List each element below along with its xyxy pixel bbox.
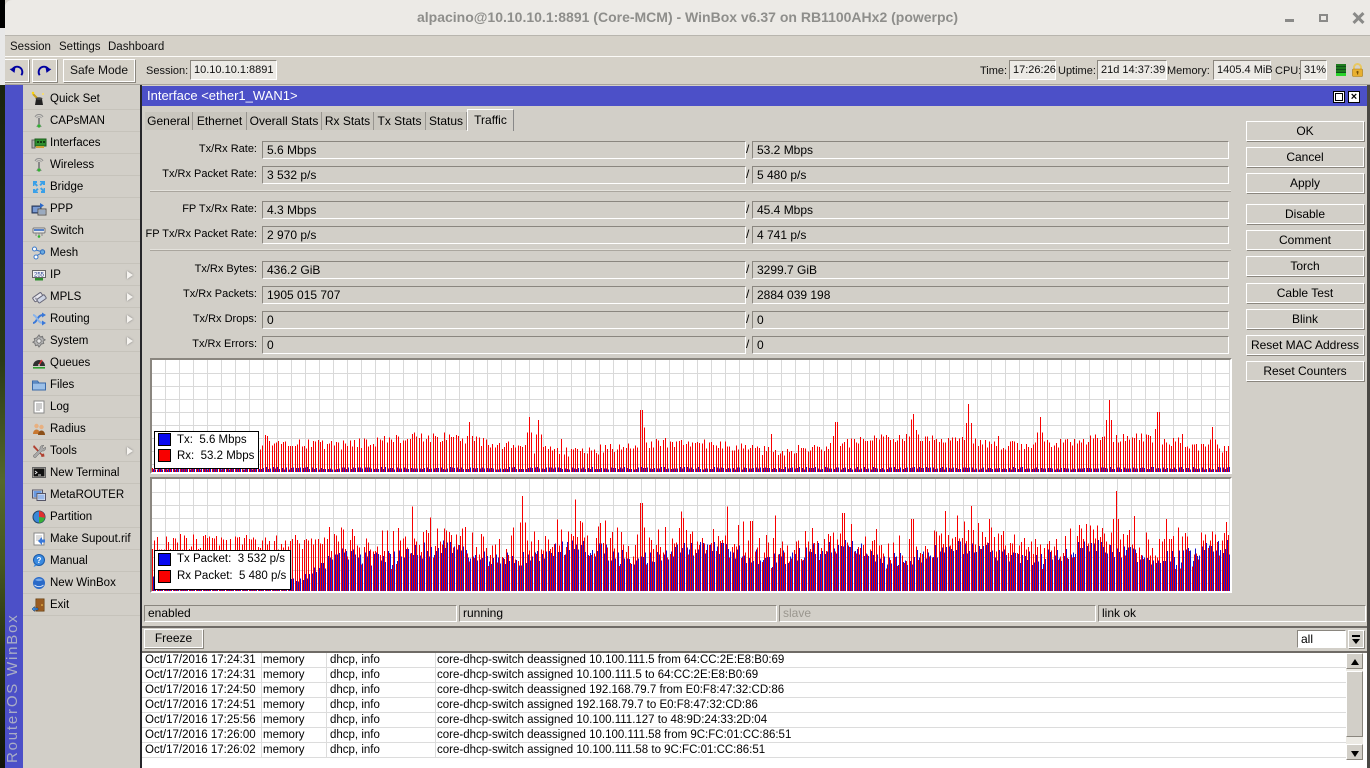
svg-text:?: ? bbox=[37, 556, 42, 565]
svg-text:255: 255 bbox=[34, 273, 45, 279]
